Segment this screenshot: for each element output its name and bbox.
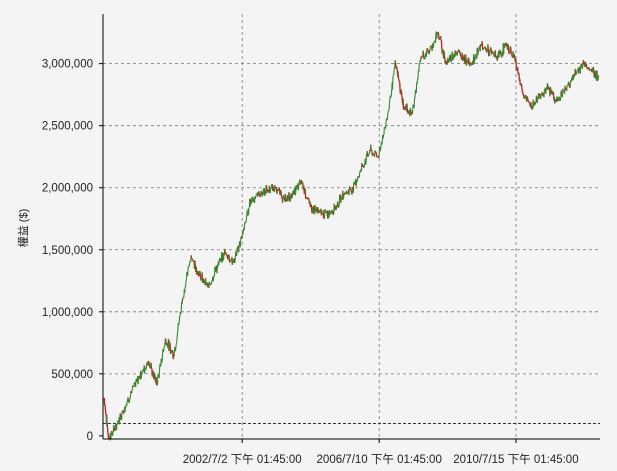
y-tick-label: 1,500,000: [42, 245, 93, 257]
y-tick-labels: 0 500,000 1,000,000 1,500,000 2,000,000 2,500…: [42, 59, 93, 443]
data-point: [547, 87, 550, 90]
data-point: [335, 205, 337, 208]
data-point: [539, 93, 542, 96]
data-point: [505, 44, 507, 46]
data-point: [420, 56, 422, 59]
data-point: [597, 75, 600, 77]
data-point: [573, 75, 576, 77]
data-point: [565, 87, 567, 90]
data-point: [531, 106, 533, 108]
y-tick-label: 2,000,000: [42, 183, 93, 195]
data-point: [454, 50, 456, 53]
y-axis-label: 權益 ($): [16, 209, 30, 248]
data-point: [198, 273, 201, 276]
x-tick-label: 2006/7/10 下午 01:45:00: [317, 453, 442, 466]
x-tick-label: 2002/7/2 下午 01:45:00: [183, 453, 302, 466]
data-point: [462, 56, 465, 59]
data-point: [113, 428, 116, 431]
data-point: [232, 261, 235, 263]
data-point: [266, 189, 269, 191]
data-point: [181, 298, 184, 301]
data-point: [556, 100, 559, 102]
data-point: [326, 214, 329, 216]
data-point: [139, 375, 141, 378]
data-point: [513, 56, 516, 59]
data-point: [343, 193, 346, 195]
data-point: [318, 211, 320, 214]
y-tick-label: 0: [87, 431, 93, 443]
data-point: [249, 199, 252, 201]
x-tick-label: 2010/7/15 下午 01:45:00: [453, 453, 578, 466]
data-point: [156, 382, 158, 385]
data-point: [488, 50, 490, 53]
data-point: [300, 180, 303, 183]
y-tick-label: 1,000,000: [42, 307, 93, 319]
data-point: [103, 397, 106, 400]
data-point: [360, 168, 363, 170]
data-point: [377, 155, 380, 158]
data-point: [258, 193, 261, 195]
data-point: [522, 93, 525, 96]
data-point: [445, 62, 448, 65]
data-point: [369, 149, 371, 152]
data-point: [386, 118, 388, 121]
data-point: [496, 56, 499, 59]
data-point: [479, 44, 482, 46]
data-point: [428, 50, 431, 53]
y-tick-label: 3,000,000: [42, 59, 93, 71]
data-point: [275, 186, 277, 189]
grid-lines: [103, 14, 600, 439]
data-point: [241, 236, 243, 239]
data-point: [173, 354, 175, 357]
equity-series: [103, 31, 600, 441]
data-point: [207, 286, 209, 288]
data-point: [283, 199, 286, 201]
x-tick-labels: 2002/7/2 下午 01:45:00 2006/7/10 下午 01:45:0…: [183, 453, 579, 466]
data-point: [437, 31, 439, 34]
data-point: [164, 338, 167, 340]
data-point: [352, 186, 354, 189]
data-point: [190, 255, 192, 257]
data-point: [309, 205, 312, 208]
data-point: [590, 69, 593, 71]
data-point: [215, 267, 218, 270]
data-point: [582, 62, 584, 65]
data-point: [471, 62, 473, 65]
data-point: [147, 360, 150, 363]
data-point: [224, 251, 226, 254]
y-tick-label: 500,000: [51, 369, 93, 381]
axes: [99, 14, 600, 443]
data-point: [403, 106, 405, 108]
y-tick-label: 2,500,000: [42, 121, 93, 133]
data-point: [122, 410, 124, 412]
data-point: [292, 193, 295, 195]
data-point: [130, 391, 133, 394]
data-point: [394, 62, 397, 65]
data-point: [411, 112, 414, 115]
